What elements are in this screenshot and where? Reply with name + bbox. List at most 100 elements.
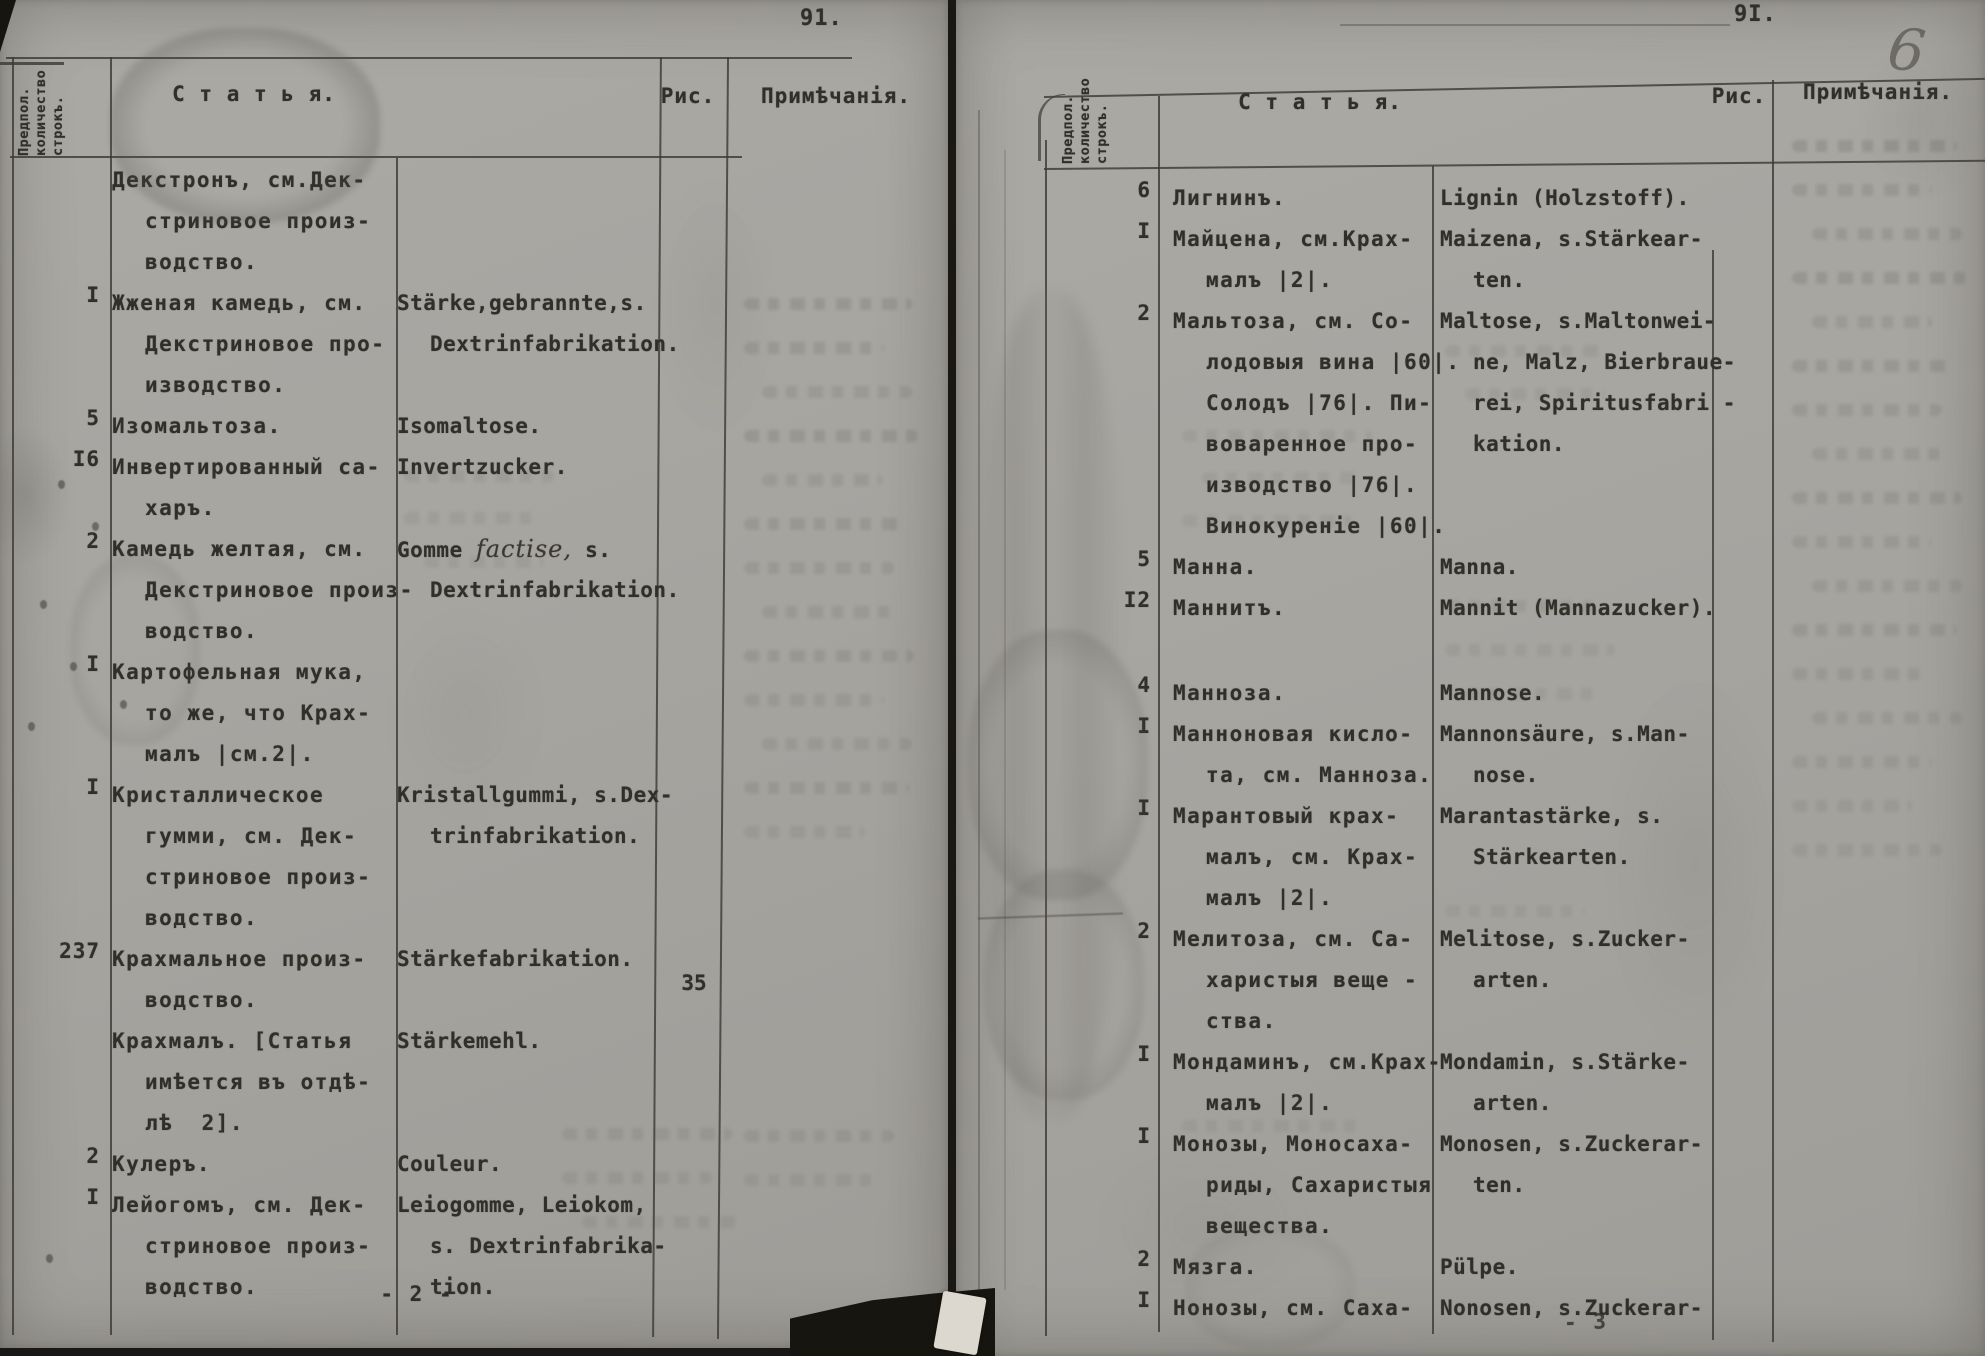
entry-row: 5 Изомальтоза. Isomaltose.: [12, 406, 736, 447]
text-line: вещества.: [1206, 1214, 1334, 1238]
text-line: Майцена, см.Крах-: [1173, 227, 1414, 251]
text-line: водство.: [145, 619, 259, 643]
text-line: Крахмалъ. [Статья: [112, 1029, 353, 1053]
qty-column-header: Предпол. количество строкъ.: [16, 60, 110, 156]
table-rule: [110, 57, 112, 1335]
entry-term-german: Kristallgummi, s.Dex-trinfabrikation.: [397, 775, 673, 857]
text-line: Лейогомъ, см. Дек-: [112, 1193, 367, 1217]
bleedthrough-smudge: [762, 474, 882, 486]
article-column-header: С т а т ь я.: [172, 82, 336, 106]
text-line: Камедь желтая, см.: [112, 537, 367, 561]
text-line: Марантовый крах-: [1173, 804, 1400, 828]
entry-figure-number: 35: [681, 971, 707, 995]
entry-term-russian: Лейогомъ, см. Дек-стриновое произ-водств…: [112, 1185, 736, 1308]
text-line: Маннитъ.: [1173, 596, 1287, 620]
text-line: Mannonsäure, s.Man-: [1440, 722, 1690, 746]
text-line: Stärkefabrikation.: [397, 947, 634, 971]
entry-row: I Кристаллическое гумми, см. Дек-стриновое…: [12, 775, 736, 939]
entry-term-german: Mondamin, s.Stärke-arten.: [1440, 1042, 1690, 1124]
bleedthrough-smudge: [744, 782, 909, 794]
text-line: Солодъ |76|. Пи-: [1206, 391, 1433, 415]
table-rule: [12, 57, 14, 1335]
entry-row: 2 Мелитоза, см. Са-харистыя веще - ства. Me…: [1045, 919, 1985, 1042]
entries-left: Декстронъ, см.Дек-стриновое произ-водств…: [12, 160, 736, 1308]
text-line: Крахмальное произ-: [112, 947, 367, 971]
page-footer-number: - 3: [1563, 1309, 1609, 1335]
bleedthrough-smudge: [562, 1128, 732, 1140]
entry-term-german: Pülpe.: [1440, 1247, 1519, 1288]
text-line: Инвертированный са-: [112, 455, 381, 479]
bleedthrough-smudge: [404, 470, 554, 482]
text-line: малъ |2|.: [1206, 268, 1334, 292]
text-line: Dextrinfabrikation.: [430, 332, 680, 356]
entry-line-count: I: [1137, 1042, 1151, 1066]
table-rule: [1045, 140, 1047, 1336]
entry-term-german: Couleur.: [397, 1144, 502, 1185]
page-corner-number: 9I.: [1734, 2, 1777, 27]
text-line: то же, что Крах-: [145, 701, 372, 725]
entry-term-russian: Марантовый крах-малъ, см. Крах-малъ |2|.: [1173, 796, 1985, 919]
entry-term-russian: Изомальтоза.: [112, 406, 736, 447]
entry-term-russian: Мальтоза, см. Со-лодовыя вина |60|. Солод…: [1173, 301, 1985, 547]
entry-term-german: Stärkefabrikation.: [397, 939, 634, 980]
notes-column-header: Примѣчанія.: [1802, 80, 1954, 104]
entry-row: I Картофельная мука, то же, что Крах-малъ …: [12, 652, 736, 775]
table-rule: [0, 62, 64, 65]
text-line: Maltose, s.Maltonwei-: [1440, 309, 1717, 333]
bleedthrough-smudge: [1792, 360, 1952, 372]
entry-term-german: Maltose, s.Maltonwei-ne, Malz, Bierbraue…: [1440, 301, 1736, 465]
text-line: Декстриновое про-: [145, 332, 386, 356]
bleedthrough-smudge: [744, 1174, 874, 1186]
text-line: s. Dextrinfabrika-: [430, 1234, 667, 1258]
table-rule: [1712, 250, 1714, 1340]
entry-term-russian: Декстронъ, см.Дек-стриновое произ-водств…: [112, 160, 736, 283]
text-line: Gomme factise, s.: [397, 535, 612, 563]
text-line: Мязга.: [1173, 1255, 1258, 1279]
text-line: tion.: [430, 1275, 496, 1299]
bleedthrough-smudge: [1812, 580, 1962, 592]
text-line: trinfabrikation.: [430, 824, 641, 848]
text-line: Manna.: [1440, 555, 1519, 579]
entry-term-russian: Кулеръ.: [112, 1144, 736, 1185]
text-line: arten.: [1473, 1091, 1552, 1115]
bleedthrough-smudge: [1792, 536, 1932, 548]
bleedthrough-smudge: [1465, 388, 1605, 400]
entry-term-german: Marantastärke, s. Stärkearten.: [1440, 796, 1663, 878]
text-line: Жженая камедь, см.: [112, 291, 367, 315]
entry-line-count: 6: [1137, 178, 1151, 202]
text-line: лѣ 2].: [145, 1111, 245, 1135]
bleedthrough-smudge: [1182, 515, 1352, 527]
entry-term-german: Mannose.: [1440, 673, 1545, 714]
bleedthrough-smudge: [1812, 712, 1962, 724]
bleedthrough-smudge: [1182, 1120, 1362, 1132]
text-line: малъ |см.2|.: [145, 742, 315, 766]
text-line: малъ |2|.: [1206, 886, 1334, 910]
bleedthrough-smudge: [1812, 228, 1962, 240]
entry-term-russian: Мелитоза, см. Са-харистыя веще - ства.: [1173, 919, 1985, 1042]
table-rule: [396, 158, 398, 1335]
entry-term-russian: Мондаминъ, см.Крах-малъ |2|.: [1173, 1042, 1985, 1124]
entry-line-count: I: [1137, 1288, 1151, 1312]
text-line: изводство |76|.: [1206, 473, 1419, 497]
bleedthrough-smudge: [404, 512, 534, 524]
bleedthrough-smudge: [744, 518, 904, 530]
text-line: имѣется въ отдѣ-: [145, 1070, 372, 1094]
left-page: Предпол. количество строкъ. С т а т ь я.…: [0, 0, 948, 1348]
entry-row: I Лейогомъ, см. Дек-стриновое произ-водст…: [12, 1185, 736, 1308]
text-line: Stärkemehl.: [397, 1029, 542, 1053]
bleedthrough-smudge: [1792, 404, 1942, 416]
text-line: та, см. Манноза.: [1206, 763, 1433, 787]
entry-row: I Манноновая кисло-та, см. Манноза. Mannon…: [1045, 714, 1985, 796]
article-column-header: С т а т ь я.: [1238, 90, 1402, 114]
text-line: Кристаллическое: [112, 783, 325, 807]
entry-term-german: Lignin (Holzstoff).: [1440, 178, 1690, 219]
bleedthrough-smudge: [1792, 184, 1932, 196]
bleedthrough-smudge: [744, 562, 894, 574]
text-line: водство.: [145, 1275, 259, 1299]
text-line: arten.: [1473, 968, 1552, 992]
entry-term-russian: Инвертированный са-харъ.: [112, 447, 736, 529]
qty-column-header: Предпол. количество строкъ.: [1060, 38, 1156, 164]
table-rule: [10, 156, 742, 158]
bleedthrough-smudge: [1792, 844, 1942, 856]
text-line: Invertzucker.: [397, 455, 568, 479]
